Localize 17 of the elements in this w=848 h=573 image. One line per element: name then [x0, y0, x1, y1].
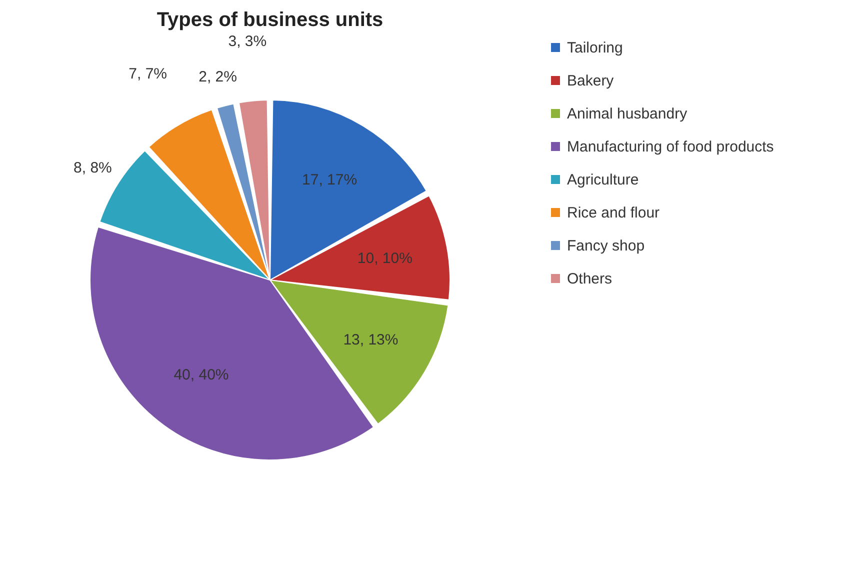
data-label: 10, 10% — [357, 250, 412, 268]
data-label: 17, 17% — [302, 171, 358, 188]
data-label: 8, 8% — [74, 159, 112, 176]
data-label: 40, 40% — [174, 366, 229, 384]
legend-label: Fancy shop — [567, 238, 645, 254]
legend-label: Tailoring — [567, 40, 623, 56]
legend-label: Rice and flour — [567, 204, 660, 222]
data-label: 7, 7% — [128, 65, 168, 82]
legend-label: Others — [567, 270, 612, 288]
data-label: 13, 13% — [343, 332, 398, 349]
data-label: 3, 3% — [228, 33, 267, 50]
legend-label: Bakery — [567, 72, 614, 90]
data-label: 2, 2% — [198, 68, 237, 86]
legend-label: Agriculture — [567, 172, 639, 188]
legend-label: Manufacturing of food products — [567, 138, 774, 156]
legend-label: Animal husbandry — [567, 106, 688, 122]
chart-title: Types of business units — [156, 9, 384, 32]
